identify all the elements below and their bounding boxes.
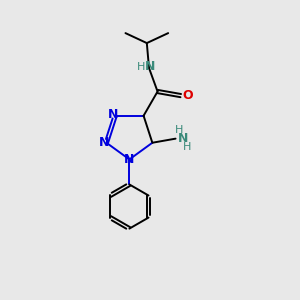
Text: H: H bbox=[175, 125, 183, 135]
Text: H: H bbox=[136, 61, 145, 71]
Text: H: H bbox=[183, 142, 191, 152]
Text: O: O bbox=[182, 89, 193, 102]
Text: N: N bbox=[99, 136, 109, 149]
Text: N: N bbox=[108, 108, 118, 121]
Text: N: N bbox=[145, 60, 156, 73]
Text: N: N bbox=[178, 132, 188, 145]
Text: N: N bbox=[124, 153, 135, 166]
